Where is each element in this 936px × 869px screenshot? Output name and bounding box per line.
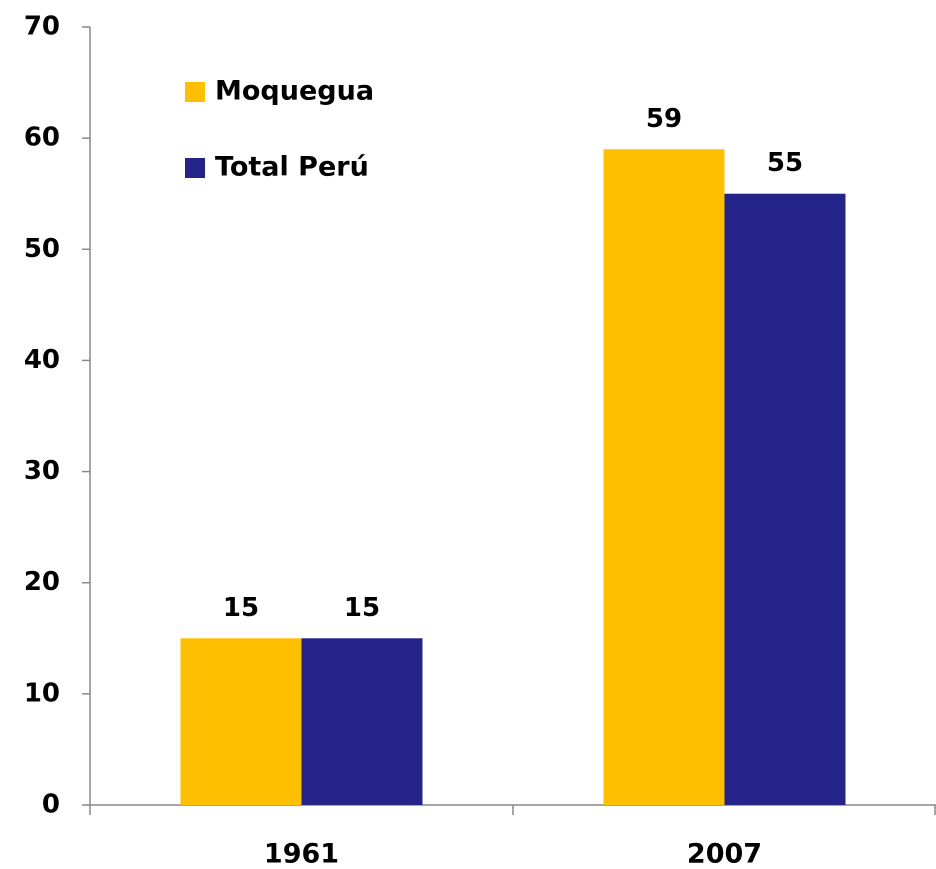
data-label: 55 [767,148,803,178]
y-tick-label: 60 [24,123,60,153]
bar [180,638,302,805]
y-tick-label: 40 [24,345,60,375]
x-tick-label: 2007 [687,839,762,869]
y-tick-label: 30 [24,456,60,486]
y-tick-label: 70 [24,12,60,42]
x-tick-label: 1961 [264,839,339,869]
data-label: 15 [223,593,259,623]
legend-label: Total Perú [215,152,369,183]
legend-swatch [185,82,205,102]
data-label: 59 [646,104,682,134]
bar [301,638,423,805]
bar [603,149,725,805]
data-label: 15 [344,593,380,623]
y-tick-label: 20 [24,567,60,597]
y-tick-label: 0 [42,790,60,820]
y-tick-label: 10 [24,678,60,708]
y-tick-label: 50 [24,234,60,264]
legend-label: Moquegua [215,76,374,107]
bar [724,193,846,805]
legend-swatch [185,158,205,178]
